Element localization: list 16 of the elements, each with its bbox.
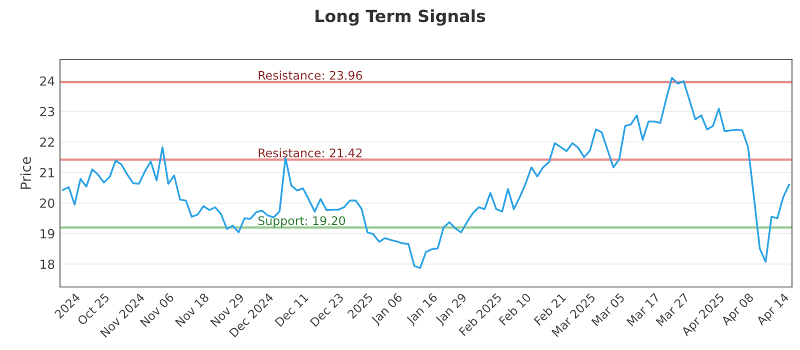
x-tick-label: Dec 11: [274, 292, 309, 327]
y-tick-label: 21: [40, 168, 54, 178]
x-tick-label: Dec 23: [310, 292, 344, 327]
ref-line-label: Support: 19.20: [258, 216, 346, 228]
chart-title: Long Term Signals: [316, 9, 486, 26]
y-tick-label: 24: [40, 76, 54, 86]
y-tick-label: 18: [40, 260, 54, 270]
y-tick-label: 23: [40, 106, 54, 116]
ref-line-label: Resistance: 23.96: [258, 70, 362, 80]
y-tick-label: 20: [40, 198, 54, 208]
x-tick-label: Apr 14: [756, 292, 791, 328]
ref-line-label: Resistance: 21.42: [258, 148, 362, 158]
y-tick-label: 22: [40, 137, 54, 147]
x-tick-label: Nov 18: [174, 292, 210, 328]
y-axis-title: Price: [20, 157, 31, 189]
y-tick-label: 19: [40, 229, 54, 238]
